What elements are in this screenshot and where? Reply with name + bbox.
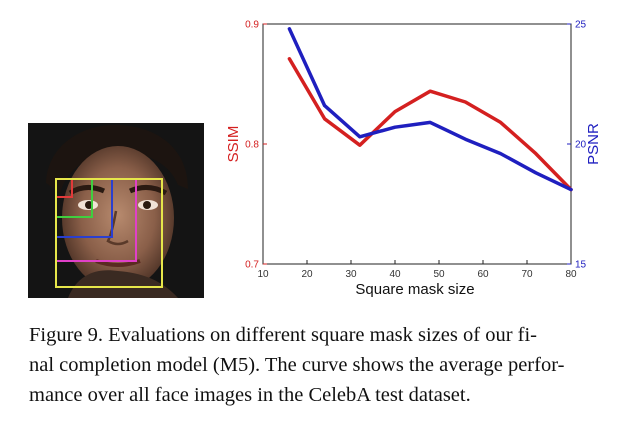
caption-line: Figure 9. Evaluations on different squar… <box>29 324 538 346</box>
x-tick-label: 30 <box>345 269 357 280</box>
x-tick-label: 50 <box>433 269 445 280</box>
x-axis-label: Square mask size <box>355 281 474 298</box>
ssim-axis-label: SSIM <box>225 126 242 163</box>
x-tick-label: 70 <box>521 269 533 280</box>
mask-square-xxlarge <box>55 178 163 288</box>
psnr-tick-label: 15 <box>575 260 587 271</box>
caption-line: nal completion model (M5). The curve sho… <box>29 354 565 376</box>
psnr-series-line <box>287 27 573 192</box>
figure-caption: Figure 9. Evaluations on different squar… <box>29 320 617 410</box>
ssim-tick-label: 0.9 <box>245 20 259 31</box>
x-tick-label: 40 <box>389 269 401 280</box>
face-photo <box>28 123 204 298</box>
caption-line: mance over all face images in the CelebA… <box>29 384 471 406</box>
ssim-series-line <box>287 57 573 192</box>
psnr-axis-label: PSNR <box>585 123 602 165</box>
x-tick-label: 10 <box>257 269 269 280</box>
x-tick-label: 20 <box>301 269 313 280</box>
figure: 10 20 30 40 50 60 70 80 0.7 0.8 0.9 15 20 25 Square… <box>28 20 602 299</box>
mask-size-chart: 10 20 30 40 50 60 70 80 0.7 0.8 0.9 15 20 25 Square… <box>225 20 602 299</box>
x-tick-label: 60 <box>477 269 489 280</box>
ssim-tick-label: 0.7 <box>245 260 259 271</box>
ssim-tick-label: 0.8 <box>245 140 259 151</box>
psnr-tick-label: 25 <box>575 20 587 31</box>
psnr-tick-label: 20 <box>575 140 587 151</box>
x-tick-label: 80 <box>565 269 577 280</box>
